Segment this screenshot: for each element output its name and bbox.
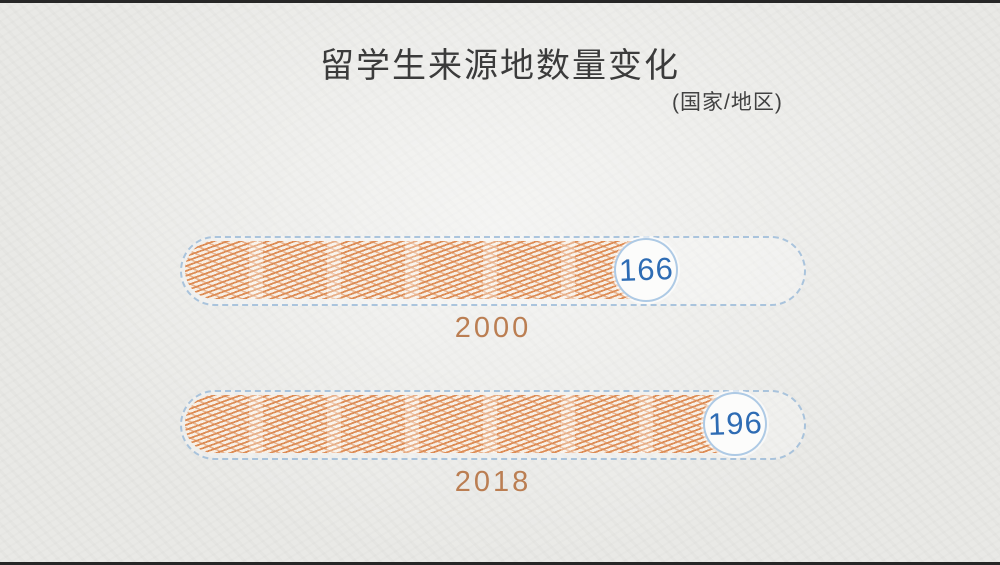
value-badge-2000: 166 — [614, 238, 679, 302]
value-badge-2018: 196 — [703, 392, 768, 456]
value-label-2018: 196 — [707, 405, 764, 442]
bar-fill-2000: 166 — [185, 238, 679, 302]
bar-fill-2018: 196 — [185, 392, 768, 456]
chart-subtitle: (国家/地区) — [672, 91, 783, 114]
year-label-2018: 2018 — [454, 466, 532, 498]
value-label-2000: 166 — [618, 251, 675, 288]
year-label-2000: 2000 — [454, 312, 532, 344]
bar-group-2000: 166 2000 — [180, 236, 806, 345]
bottom-frame-edge — [0, 562, 1000, 565]
bar-group-2018: 196 2018 — [180, 390, 806, 499]
top-frame-edge — [0, 0, 1000, 3]
bar-track-2000: 166 — [180, 236, 806, 306]
bar-track-2018: 196 — [180, 390, 806, 460]
chart-title: 留学生来源地数量变化 — [320, 47, 680, 85]
